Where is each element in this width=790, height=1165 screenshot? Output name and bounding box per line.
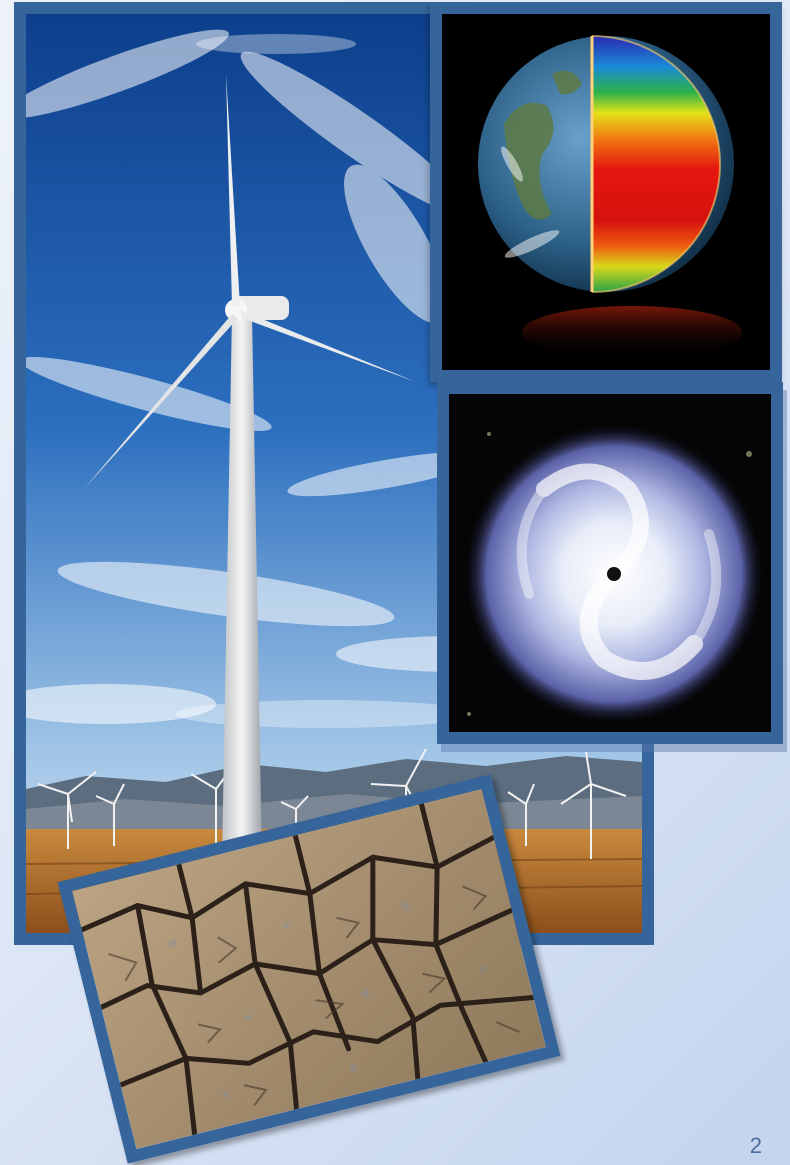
hurricane-satellite-photo xyxy=(437,382,783,744)
page-number: 2 xyxy=(749,1133,762,1158)
cracked-earth-photo xyxy=(57,774,561,1164)
earth-heat-map-globe-icon xyxy=(442,14,770,370)
hurricane-satellite-image-icon xyxy=(449,394,771,732)
cracked-dry-earth-photo-icon xyxy=(72,788,546,1150)
earth-heat-map-photo xyxy=(430,2,782,382)
